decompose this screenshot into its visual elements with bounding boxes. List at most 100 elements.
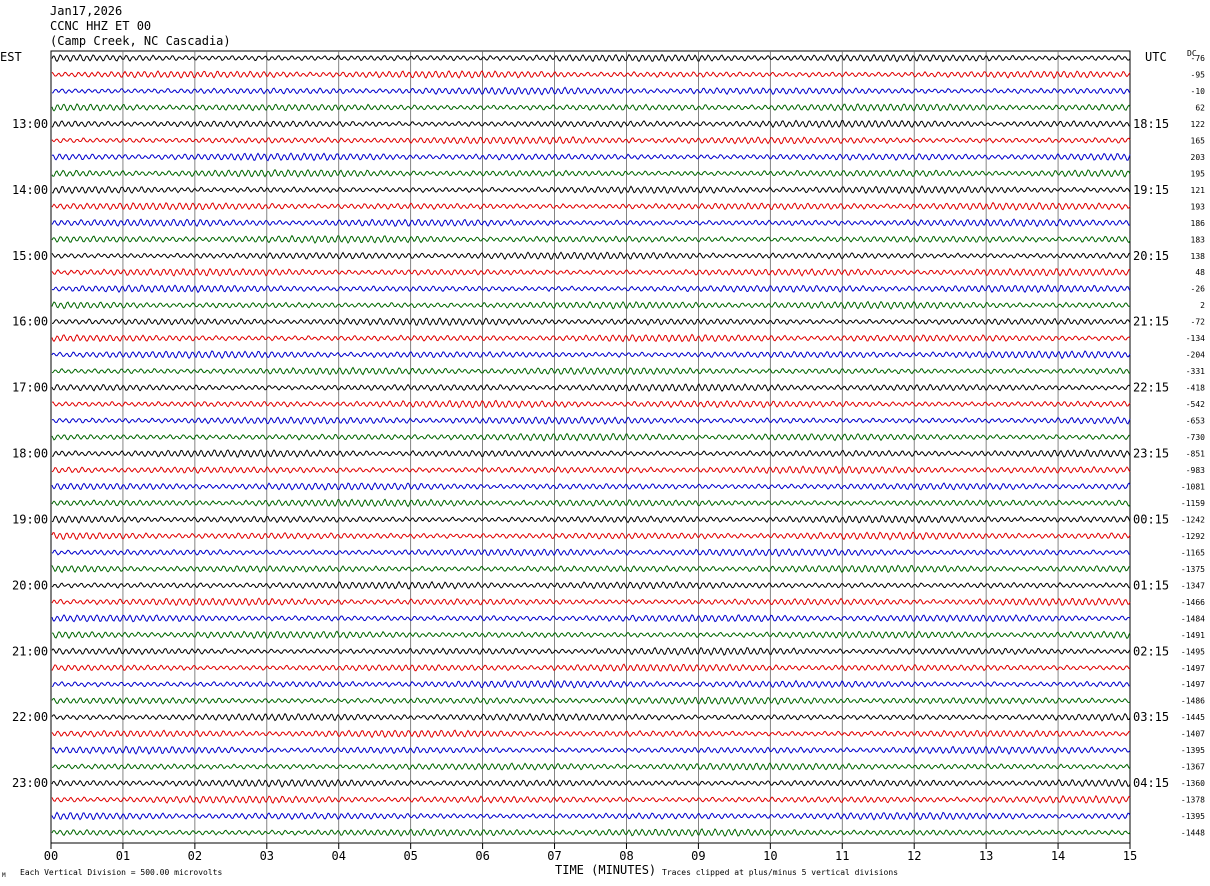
seismic-trace (51, 284, 1131, 294)
left-hour-label: 18:00 (12, 447, 48, 461)
seismic-trace (51, 729, 1131, 739)
dc-offset-label: -1395 (1181, 812, 1205, 821)
dc-offset-label: -1445 (1181, 713, 1205, 722)
dc-offset-label: -1242 (1181, 515, 1205, 524)
seismic-trace (51, 383, 1131, 392)
left-hour-label: 15:00 (12, 249, 48, 263)
seismic-trace (51, 70, 1131, 79)
seismic-trace (51, 86, 1131, 96)
dc-offset-label: -1347 (1181, 581, 1205, 590)
seismic-trace (51, 482, 1131, 491)
x-tick-label: 08 (619, 849, 633, 863)
seismic-trace (51, 300, 1131, 310)
dc-offset-label: -1484 (1181, 614, 1205, 623)
x-tick-label: 06 (475, 849, 489, 863)
x-tick-label: 14 (1051, 849, 1065, 863)
dc-offset-label: -1466 (1181, 598, 1205, 607)
right-hour-label: 23:15 (1133, 447, 1169, 461)
seismic-trace (51, 218, 1131, 228)
seismic-trace (51, 251, 1131, 261)
seismic-trace (51, 366, 1131, 376)
dc-offset-label: -730 (1186, 433, 1205, 442)
seismic-trace (51, 449, 1131, 459)
left-hour-label: 19:00 (12, 512, 48, 526)
dc-offset-label: -1497 (1181, 680, 1205, 689)
x-tick-label: 13 (979, 849, 993, 863)
dc-offset-label: -1378 (1181, 796, 1205, 805)
dc-offset-label: -10 (1191, 87, 1206, 96)
x-tick-label: 05 (403, 849, 417, 863)
right-hour-label: 04:15 (1133, 776, 1169, 790)
seismic-trace (51, 778, 1131, 788)
x-tick-label: 04 (332, 849, 346, 863)
seismic-trace (51, 416, 1131, 425)
seismic-trace (51, 168, 1131, 178)
seismic-trace (51, 119, 1131, 129)
right-hour-label: 22:15 (1133, 381, 1169, 395)
x-tick-label: 11 (835, 849, 849, 863)
dc-offset-label: 48 (1195, 268, 1205, 277)
x-axis-label: TIME (MINUTES) (555, 863, 657, 877)
seismic-trace (51, 564, 1131, 574)
seismic-trace (51, 201, 1131, 211)
dc-offset-label: -1375 (1181, 565, 1205, 574)
dc-offset-label: 195 (1191, 169, 1206, 178)
dc-offset-label: 2 (1200, 301, 1205, 310)
plot-frame (50, 50, 1131, 844)
seismic-trace (51, 333, 1131, 343)
right-hour-label: 20:15 (1133, 249, 1169, 263)
x-tick-label: 02 (188, 849, 202, 863)
left-hour-label: 23:00 (12, 776, 48, 790)
dc-offset-label: -418 (1186, 384, 1205, 393)
left-hour-label: 21:00 (12, 644, 48, 658)
dc-offset-label: -1360 (1181, 779, 1205, 788)
seismic-trace (51, 103, 1131, 112)
dc-offset-label: -983 (1186, 466, 1205, 475)
right-hour-label: 21:15 (1133, 315, 1169, 329)
x-tick-label: 01 (116, 849, 130, 863)
seismic-trace (51, 745, 1131, 755)
dc-offset-label: 62 (1195, 103, 1205, 112)
seismic-trace (51, 317, 1131, 327)
seismic-trace (51, 646, 1131, 656)
x-tick-label: 10 (763, 849, 777, 863)
left-hour-label: 17:00 (12, 381, 48, 395)
seismic-trace (51, 531, 1131, 541)
seismic-trace (51, 399, 1131, 409)
dc-offset-label: -95 (1191, 70, 1206, 79)
right-hour-label: 01:15 (1133, 578, 1169, 592)
dc-offset-label: -1497 (1181, 664, 1205, 673)
seismic-trace (51, 498, 1131, 508)
clip-note: Traces clipped at plus/minus 5 vertical … (662, 868, 899, 877)
dc-offset-label: 203 (1191, 153, 1206, 162)
dc-offset-label: 186 (1191, 219, 1206, 228)
dc-offset-label: -1395 (1181, 746, 1205, 755)
station-code: CCNC HHZ ET 00 (50, 19, 152, 33)
x-tick-label: 09 (691, 849, 705, 863)
seismic-trace (51, 515, 1131, 524)
seismic-trace (51, 432, 1131, 442)
seismic-trace (51, 350, 1131, 360)
dc-offset-label: -1292 (1181, 532, 1205, 541)
right-hour-label: 19:15 (1133, 183, 1169, 197)
x-tick-label: 15 (1123, 849, 1137, 863)
dc-offset-label: -76 (1191, 54, 1206, 63)
dc-offset-label: 121 (1191, 186, 1206, 195)
dc-offset-label: 165 (1191, 136, 1206, 145)
left-timezone-label: EST (0, 50, 22, 64)
seismic-trace (51, 828, 1131, 837)
seismic-trace (51, 794, 1131, 804)
dc-offset-label: -1081 (1181, 482, 1205, 491)
right-hour-label: 02:15 (1133, 644, 1169, 658)
seismic-trace (51, 580, 1131, 590)
plot-date: Jan17,2026 (50, 4, 123, 18)
x-tick-label: 03 (260, 849, 274, 863)
scale-note: Each Vertical Division = 500.00 microvol… (20, 868, 223, 877)
left-hour-label: 22:00 (12, 710, 48, 724)
dc-offset-header: DC (1187, 49, 1197, 58)
dc-offset-label: -134 (1186, 334, 1205, 343)
seismic-trace (51, 185, 1131, 195)
x-tick-label: 00 (44, 849, 58, 863)
dc-offset-label: -26 (1191, 285, 1206, 294)
seismic-trace (51, 597, 1131, 607)
